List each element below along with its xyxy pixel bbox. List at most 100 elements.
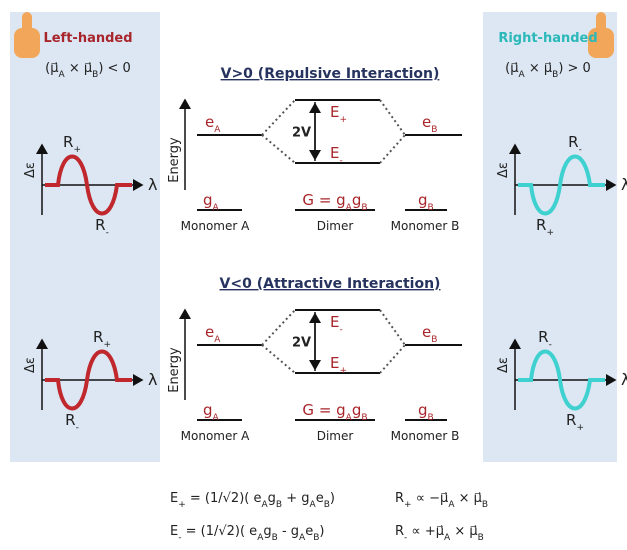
text-part: A	[213, 413, 220, 423]
correlation-line	[379, 309, 406, 346]
monomer-label: Monomer B	[391, 429, 460, 443]
text-part: g	[203, 191, 213, 209]
text-part: A	[213, 203, 220, 213]
cd-label: R+	[566, 411, 584, 433]
level-label: eB	[422, 323, 437, 345]
text-part: +	[339, 115, 347, 125]
text-part: B	[478, 533, 484, 543]
correlation-line	[261, 344, 296, 374]
text-part: +	[73, 145, 81, 155]
text-part: -	[178, 533, 181, 543]
split-label: 2V	[292, 336, 311, 351]
text-part: = (1/√2)( e	[186, 491, 262, 506]
diagram-title: V<0 (Attractive Interaction)	[220, 276, 441, 292]
cd-curve	[518, 154, 605, 216]
text-part: B	[324, 500, 330, 510]
y-label: Δε	[23, 162, 38, 178]
text-part: B	[313, 533, 319, 543]
text-part: ) < 0	[98, 61, 131, 76]
level-label: eA	[205, 113, 221, 135]
level-label: gA	[203, 191, 220, 213]
text-part: R	[536, 216, 546, 234]
cd-label: R+	[93, 328, 111, 350]
text-part: )	[330, 491, 335, 506]
text-part: ) > 0	[558, 61, 591, 76]
text-part: G = g	[302, 401, 345, 419]
text-part: A	[519, 70, 526, 80]
text-part: B	[552, 70, 558, 80]
text-part: +	[404, 500, 412, 510]
text-part: -	[106, 228, 109, 238]
level-label: gB	[418, 401, 434, 423]
text-part: × μ⃗	[450, 524, 477, 539]
text-part: +	[339, 366, 347, 376]
text-part: +	[576, 423, 584, 433]
text-part: e	[422, 323, 431, 341]
text-part: -	[549, 340, 552, 350]
correlation-line	[261, 99, 296, 136]
dimer-label: Dimer	[317, 219, 354, 233]
x-label: λ	[148, 370, 157, 389]
text-part: A	[257, 533, 264, 543]
equation: R- ∝ +μ⃗A × μ⃗B	[395, 524, 484, 543]
x-label: λ	[621, 175, 627, 194]
text-part: E	[330, 103, 339, 121]
text-part: R	[93, 328, 103, 346]
text-part: g	[418, 401, 428, 419]
x-label: λ	[148, 175, 157, 194]
text-part: e	[422, 113, 431, 131]
text-part: +	[103, 340, 111, 350]
cd-label: R-	[568, 133, 582, 155]
text-part: ∝ −μ⃗	[412, 491, 449, 506]
left-condition: (μ⃗A × μ⃗B) < 0	[45, 61, 131, 80]
text-part: g	[418, 191, 428, 209]
text-part: e	[305, 524, 313, 539]
text-part: × μ⃗	[65, 61, 92, 76]
text-part: g	[268, 491, 276, 506]
text-part: -	[339, 156, 342, 166]
text-part: R	[538, 328, 548, 346]
text-part: E	[330, 144, 339, 162]
text-part: A	[214, 125, 221, 135]
equation: R+ ∝ −μ⃗A × μ⃗B	[395, 491, 488, 510]
split-label: 2V	[292, 126, 311, 141]
text-part: -	[76, 423, 79, 433]
text-part: = (1/√2)( e	[181, 524, 257, 539]
monomer-label: Monomer A	[181, 219, 250, 233]
diagram-title: V>0 (Repulsive Interaction)	[221, 66, 440, 82]
text-part: ∝ +μ⃗	[407, 524, 444, 539]
text-part: -	[579, 145, 582, 155]
text-part: B	[272, 533, 278, 543]
text-part: R	[395, 524, 404, 539]
cd-curve	[45, 349, 132, 411]
text-part: e	[316, 491, 324, 506]
text-part: B	[428, 203, 434, 213]
level-label: E+	[330, 103, 347, 125]
correlation-line	[379, 344, 406, 374]
monomer-label: Monomer A	[181, 429, 250, 443]
level-label: E-	[330, 144, 343, 166]
text-part: e	[205, 323, 214, 341]
text-part: + g	[282, 491, 309, 506]
text-part: G = g	[302, 191, 345, 209]
axis-label: Energy	[167, 347, 182, 393]
left-title: Left-handed	[43, 31, 132, 46]
text-part: R	[395, 491, 404, 506]
text-part: B	[92, 70, 98, 80]
text-part: g	[352, 191, 362, 209]
level-label: G = gAgB	[302, 401, 367, 423]
cd-label: R-	[65, 411, 79, 433]
right-panel	[483, 12, 617, 462]
text-part: E	[170, 491, 178, 506]
text-part: B	[361, 413, 367, 423]
text-part: E	[330, 354, 339, 372]
level-label: G = gAgB	[302, 191, 367, 213]
text-part: B	[431, 335, 437, 345]
text-part: × μ⃗	[454, 491, 481, 506]
text-part: g	[263, 524, 271, 539]
x-label: λ	[621, 370, 627, 389]
text-part: (μ⃗	[45, 61, 58, 76]
cd-curve	[45, 154, 132, 216]
right-title: Right-handed	[498, 31, 597, 46]
